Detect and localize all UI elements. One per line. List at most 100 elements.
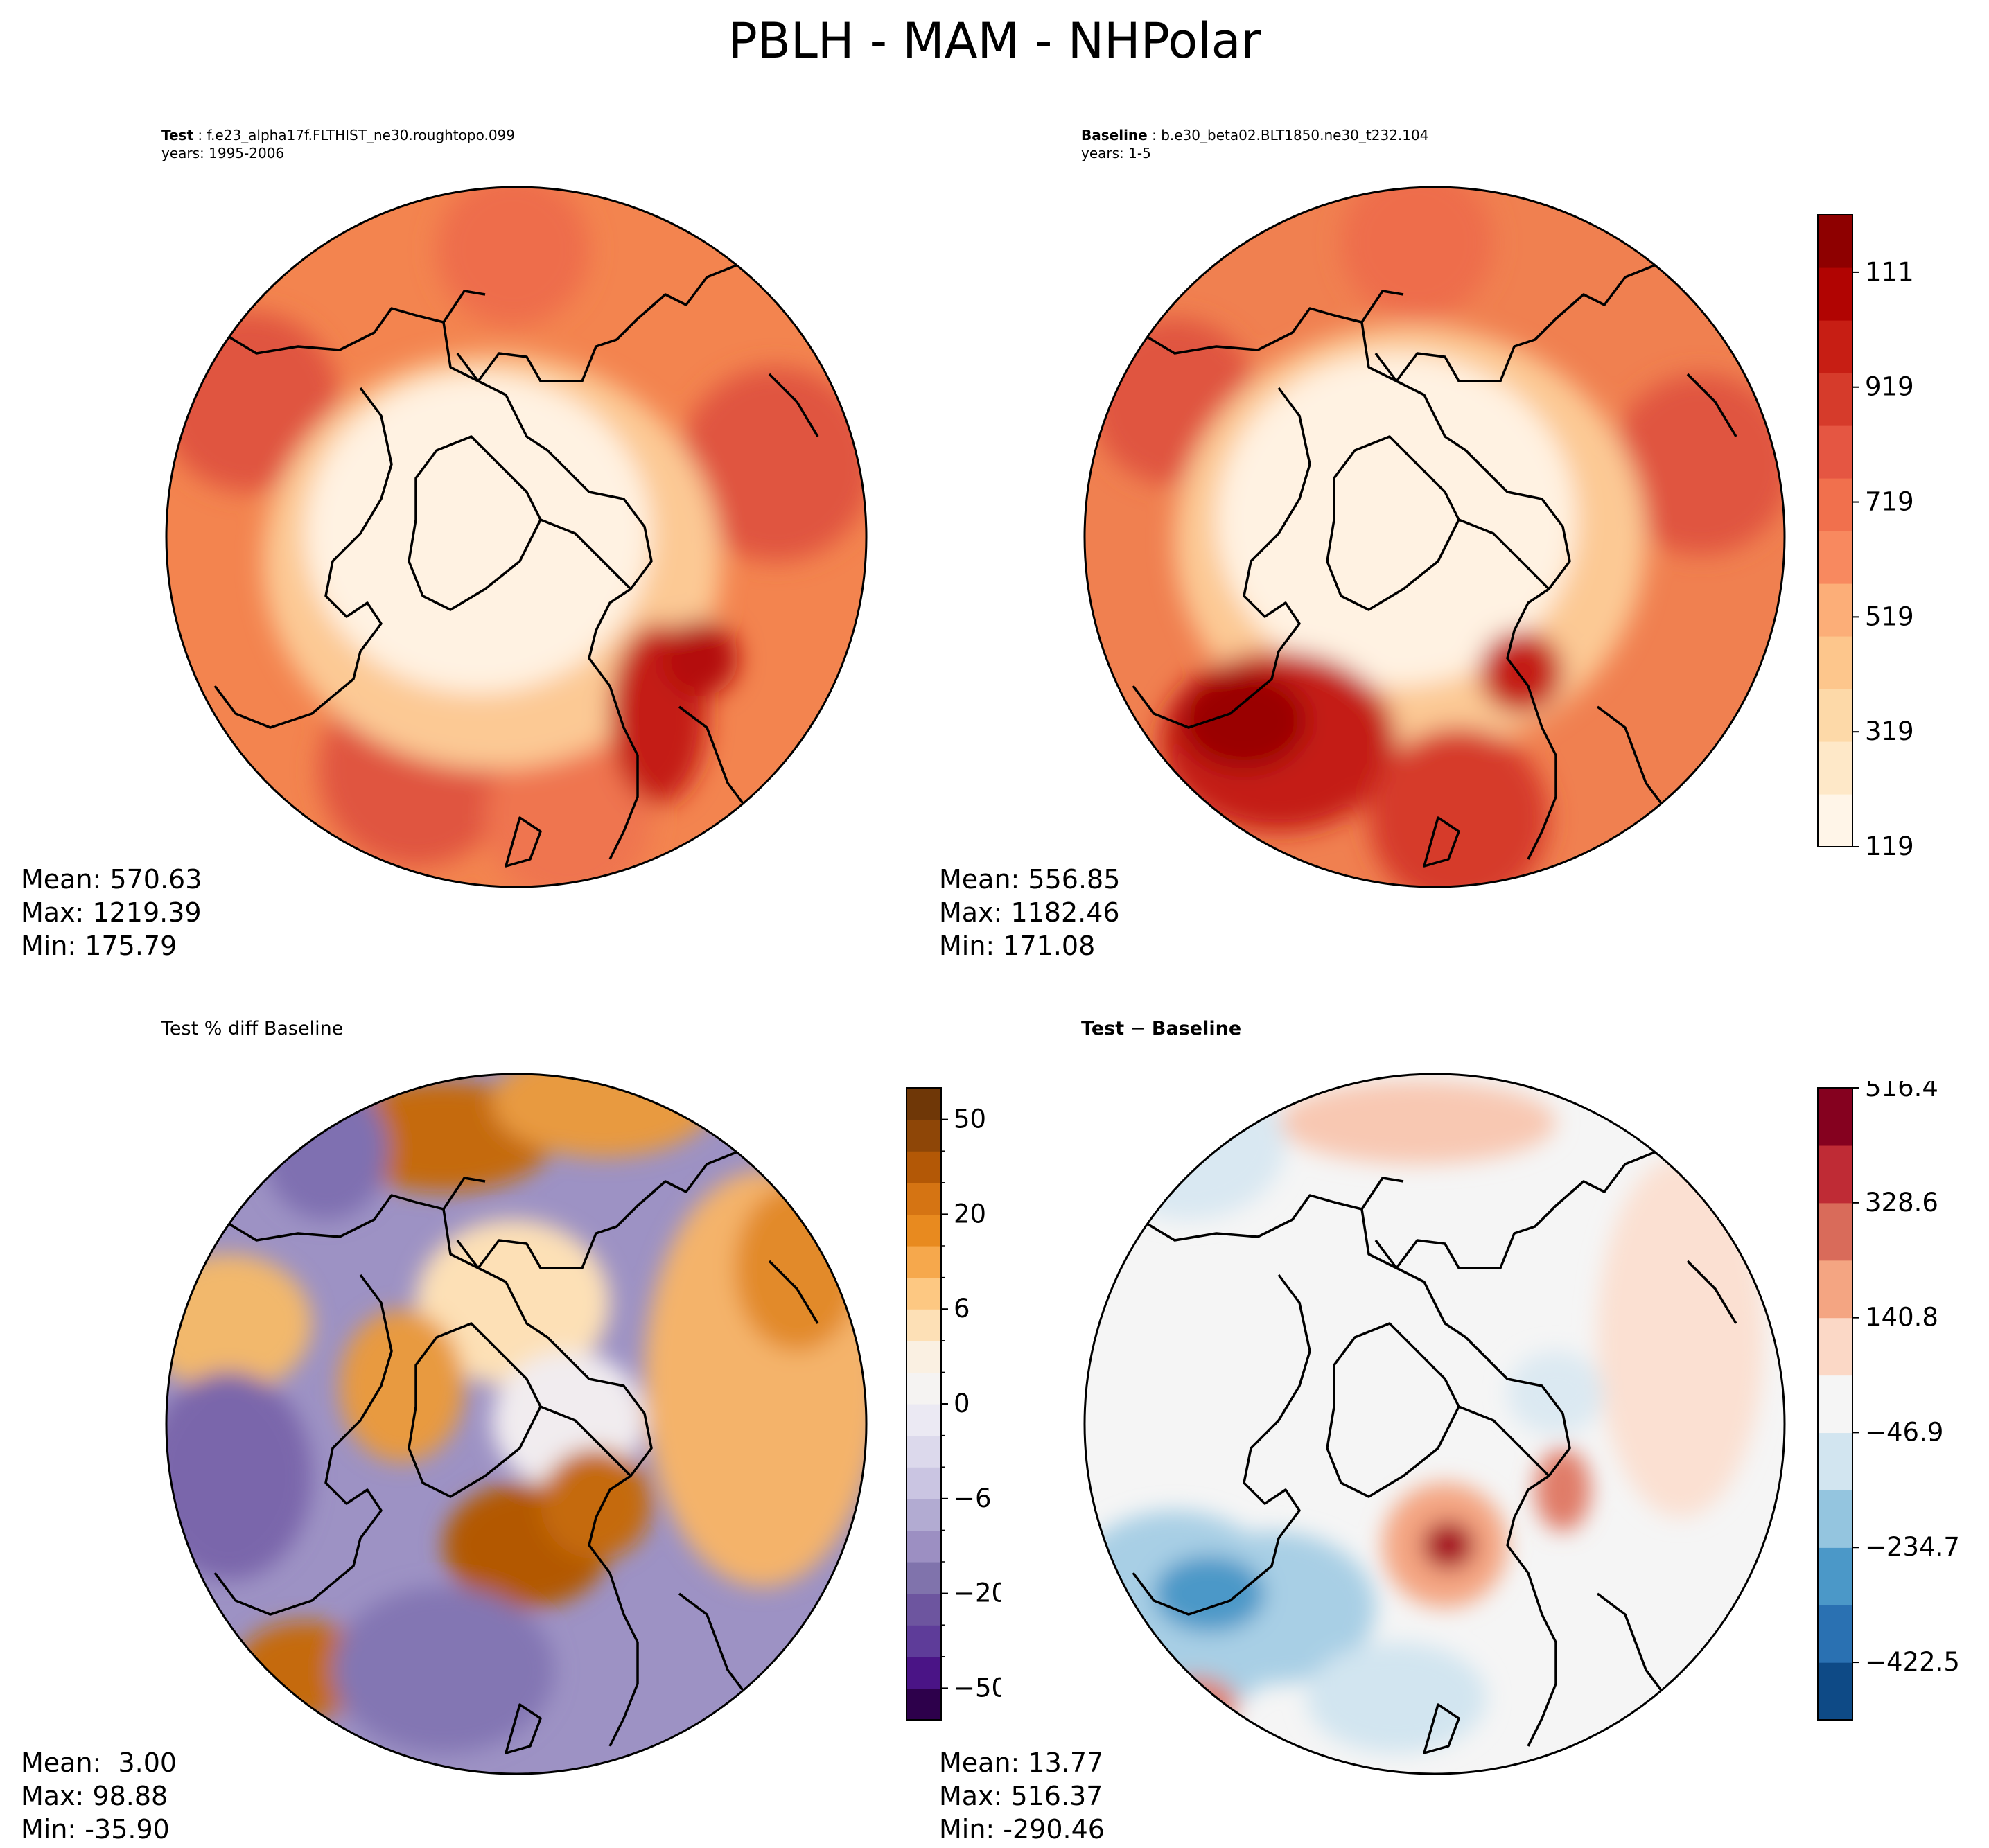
cb-pctdiff-tick-label-4: −6 — [954, 1484, 992, 1513]
panel-pctdiff-stats: Mean: 3.00 Max: 98.88 Min: -35.90 — [21, 1746, 177, 1846]
colorbar-pctdiff-ticks: 50 20 6 0 −6 −20 −50 — [941, 1105, 1001, 1702]
cb-pctdiff-band-6 — [906, 1498, 941, 1531]
panel-absdiff-label2: Baseline — [1151, 1018, 1242, 1039]
cb-pctdiff-band-2 — [906, 1625, 941, 1657]
panel-absdiff-label1: Test — [1081, 1018, 1125, 1039]
cb-values-band-4 — [1818, 583, 1852, 637]
colorbar-pctdiff: 50 20 6 0 −6 −20 −50 — [906, 1087, 1001, 1721]
panel-test-sep: : — [193, 127, 207, 143]
panel-baseline-case: b.e30_beta02.BLT1850.ne30_t232.104 — [1161, 127, 1429, 143]
test-max: Max: 1219.39 — [21, 897, 202, 928]
cb-pctdiff-band-1 — [906, 1656, 941, 1689]
absdiff-mean: Mean: 13.77 — [939, 1748, 1104, 1778]
cb-absdiff-band-7 — [1818, 1260, 1852, 1319]
cb-pctdiff-band-9 — [906, 1404, 941, 1436]
cb-pctdiff-tick-label-1: 20 — [954, 1199, 986, 1229]
cb-pctdiff-band-14 — [906, 1246, 941, 1278]
cb-absdiff-band-1 — [1818, 1605, 1852, 1663]
panel-test-case: f.e23_alpha17f.FLTHIST_ne30.roughtopo.09… — [207, 127, 515, 143]
pctdiff-min: Min: -35.90 — [21, 1814, 170, 1845]
cb-absdiff-band-4 — [1818, 1432, 1852, 1490]
cb-values-band-2 — [1818, 689, 1852, 742]
panel-baseline-label: Baseline — [1081, 127, 1148, 143]
baseline-max: Max: 1182.46 — [939, 897, 1120, 928]
panel-baseline-stats: Mean: 556.85 Max: 1182.46 Min: 171.08 — [939, 863, 1120, 962]
cb-values-tick-label-5: 119 — [1865, 831, 1913, 861]
cb-pctdiff-band-15 — [906, 1214, 941, 1247]
cb-values-band-7 — [1818, 425, 1852, 479]
cb-absdiff-tick-label-2: 140.8 — [1865, 1303, 1938, 1332]
panel-absdiff-title: Test − Baseline — [1081, 1018, 1242, 1039]
cb-absdiff-tick-label-4: −234.7 — [1865, 1532, 1960, 1562]
panel-absdiff-op: − — [1124, 1018, 1152, 1039]
cb-pctdiff-tick-label-6: −50 — [954, 1673, 1001, 1702]
cb-values-band-11 — [1818, 215, 1852, 268]
map-test — [165, 186, 868, 888]
cb-absdiff-band-9 — [1818, 1145, 1852, 1204]
map-absdiff — [1083, 1073, 1786, 1775]
colorbar-absdiff-frame — [1817, 1087, 1853, 1721]
colorbar-values-frame — [1817, 214, 1853, 847]
colorbar-absdiff: 516.4 328.6 140.8 −46.9 −234.7 −422.5 — [1817, 1081, 1960, 1721]
panel-test-label: Test — [161, 127, 194, 143]
cb-values-band-10 — [1818, 267, 1852, 321]
cb-absdiff-band-2 — [1818, 1547, 1852, 1605]
cb-absdiff-tick-label-3: −46.9 — [1865, 1417, 1943, 1447]
pctdiff-max: Max: 98.88 — [21, 1781, 168, 1811]
cb-pctdiff-band-8 — [906, 1435, 941, 1468]
panel-test-title: Test : f.e23_alpha17f.FLTHIST_ne30.rough… — [161, 126, 515, 162]
cb-values-band-0 — [1818, 794, 1852, 847]
cb-values-tick-label-4: 319 — [1865, 716, 1913, 746]
cb-values-band-9 — [1818, 320, 1852, 373]
cb-pctdiff-tick-label-3: 0 — [954, 1389, 970, 1418]
colorbar-absdiff-ticks: 516.4 328.6 140.8 −46.9 −234.7 −422.5 — [1852, 1081, 1960, 1677]
colorbar-pctdiff-bands — [906, 1088, 941, 1721]
cb-pctdiff-band-12 — [906, 1309, 941, 1341]
cb-absdiff-band-6 — [1818, 1317, 1852, 1376]
cb-pctdiff-band-7 — [906, 1467, 941, 1499]
baseline-mean: Mean: 556.85 — [939, 864, 1121, 895]
cb-values-band-8 — [1818, 373, 1852, 426]
pctdiff-mean: Mean: 3.00 — [21, 1748, 177, 1778]
baseline-min: Min: 171.08 — [939, 931, 1096, 961]
cb-absdiff-band-8 — [1818, 1202, 1852, 1261]
cb-pctdiff-tick-label-5: −20 — [954, 1578, 1001, 1608]
cb-values-tick-label-3: 519 — [1865, 601, 1913, 631]
cb-absdiff-band-5 — [1818, 1375, 1852, 1434]
panel-test-stats: Mean: 570.63 Max: 1219.39 Min: 175.79 — [21, 863, 202, 962]
cb-absdiff-tick-label-5: −422.5 — [1865, 1647, 1960, 1677]
panel-absdiff-stats: Mean: 13.77 Max: 516.37 Min: -290.46 — [939, 1746, 1105, 1846]
cb-pctdiff-band-19 — [906, 1088, 941, 1120]
cb-values-band-1 — [1818, 741, 1852, 795]
map-baseline — [1083, 186, 1786, 888]
cb-pctdiff-band-10 — [906, 1372, 941, 1405]
cb-values-band-6 — [1818, 478, 1852, 531]
cb-values-band-5 — [1818, 531, 1852, 584]
test-mean: Mean: 570.63 — [21, 864, 202, 895]
cb-pctdiff-band-13 — [906, 1277, 941, 1310]
cb-pctdiff-band-0 — [906, 1688, 941, 1721]
cb-pctdiff-band-4 — [906, 1562, 941, 1594]
cb-absdiff-band-10 — [1818, 1088, 1852, 1146]
colorbar-values-bands — [1818, 215, 1852, 847]
cb-pctdiff-band-5 — [906, 1530, 941, 1563]
panel-test-years: years: 1995-2006 — [161, 145, 285, 161]
test-min: Min: 175.79 — [21, 931, 177, 961]
figure-title: PBLH - MAM - NHPolar — [728, 12, 1261, 69]
panel-baseline-sep: : — [1147, 127, 1162, 143]
panel-baseline-title: Baseline : b.e30_beta02.BLT1850.ne30_t23… — [1081, 126, 1428, 162]
cb-pctdiff-band-16 — [906, 1182, 941, 1215]
cb-pctdiff-tick-label-0: 50 — [954, 1105, 986, 1134]
absdiff-min: Min: -290.46 — [939, 1814, 1105, 1845]
absdiff-max: Max: 516.37 — [939, 1781, 1103, 1811]
cb-pctdiff-band-18 — [906, 1119, 941, 1152]
cb-pctdiff-band-11 — [906, 1340, 941, 1373]
cb-absdiff-band-3 — [1818, 1490, 1852, 1548]
cb-pctdiff-band-17 — [906, 1151, 941, 1183]
panel-pctdiff-title: Test % diff Baseline — [161, 1018, 344, 1039]
map-pctdiff — [165, 1073, 868, 1775]
cb-absdiff-tick-label-0: 516.4 — [1865, 1081, 1938, 1102]
cb-values-band-3 — [1818, 636, 1852, 689]
